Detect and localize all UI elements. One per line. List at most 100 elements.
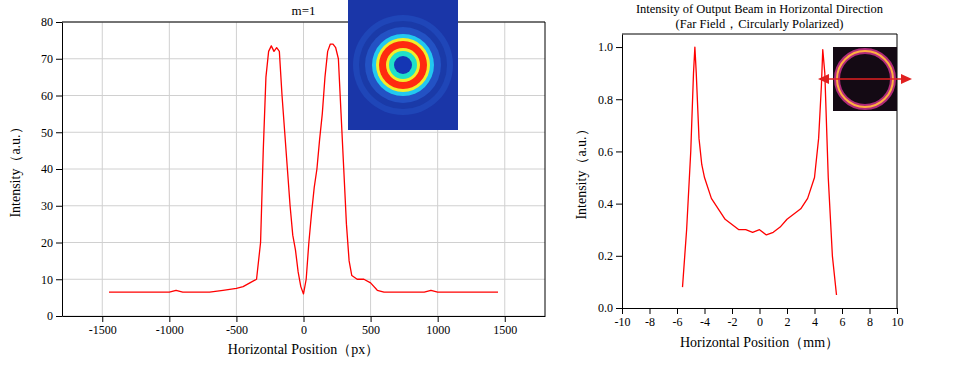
- y-tick: 80: [41, 15, 62, 29]
- x-tick-label: 0: [301, 323, 307, 337]
- y-tick-mark: [616, 47, 622, 48]
- y-tick-mark: [56, 243, 62, 244]
- y-axis: 0 10 20 30 40 50 60 70 80: [41, 15, 63, 323]
- x-tick: 2: [785, 308, 791, 329]
- x-tick-mark: [897, 308, 898, 314]
- y-tick-mark: [616, 256, 622, 257]
- y-tick: 60: [41, 89, 62, 103]
- x-tick: 6: [840, 308, 846, 329]
- x-tick-label: -1000: [156, 323, 184, 337]
- data-line: [683, 47, 837, 295]
- grid-line-y: [62, 279, 545, 280]
- y-tick-label: 20: [41, 236, 53, 250]
- inset-ring: [365, 27, 441, 103]
- x-tick-label: -8: [645, 315, 655, 329]
- y-tick-mark: [56, 22, 62, 23]
- inset-arrowhead: [818, 74, 829, 84]
- inset-arrow: [826, 78, 904, 80]
- grid-line-y: [62, 95, 545, 96]
- x-tick-mark: [760, 308, 761, 314]
- inset-ring: [379, 41, 427, 89]
- inset-image: [818, 47, 912, 111]
- y-tick-mark: [56, 206, 62, 207]
- x-tick-mark: [102, 316, 103, 322]
- y-tick: 40: [41, 162, 62, 176]
- y-axis-line: [622, 35, 623, 309]
- x-tick: -8: [645, 308, 655, 329]
- x-tick-mark: [438, 316, 439, 322]
- x-tick-mark: [304, 316, 305, 322]
- x-tick-mark: [870, 308, 871, 314]
- y-tick: 0.4: [598, 197, 622, 211]
- x-tick: 1500: [493, 316, 517, 337]
- y-axis: 0.0 0.2 0.4 0.6 0.8 1.0: [598, 35, 623, 316]
- y-tick-mark: [616, 204, 622, 205]
- chart-subtitle: (Far Field，Circularly Polarized): [676, 17, 844, 31]
- x-tick: -500: [226, 316, 248, 337]
- x-tick-mark: [371, 316, 372, 322]
- x-tick-label: -4: [700, 315, 710, 329]
- y-tick: 0.6: [598, 145, 622, 159]
- y-tick-label: 80: [41, 15, 53, 29]
- y-tick-label: 50: [41, 126, 53, 140]
- y-tick-label: 0.0: [598, 301, 613, 315]
- y-tick: 0.0: [598, 301, 622, 315]
- x-tick-mark: [677, 308, 678, 314]
- y-axis-line: [62, 23, 63, 317]
- x-tick: 4: [812, 308, 818, 329]
- y-tick-label: 70: [41, 52, 53, 66]
- x-tick-label: -1500: [89, 323, 117, 337]
- frame-top: [622, 34, 897, 35]
- inset-arrowhead: [901, 74, 912, 84]
- x-tick: 0: [301, 316, 307, 337]
- y-tick-label: 10: [41, 273, 53, 287]
- x-tick: 8: [867, 308, 873, 329]
- x-axis-title: Horizontal Position（px）: [228, 342, 379, 357]
- figure: -1500 -1000 -500 0 500 10 0 0 1500 0 10 20 30 40 50 60 7…: [0, 0, 964, 373]
- x-tick: -4: [700, 308, 710, 329]
- x-tick-label: 6: [840, 315, 846, 329]
- y-tick: 30: [41, 199, 62, 213]
- y-tick-mark: [56, 96, 62, 97]
- x-tick: 500: [362, 316, 380, 337]
- x-tick-mark: [842, 308, 843, 314]
- x-tick: 10: [892, 308, 904, 329]
- chart-title: m=1: [292, 3, 316, 18]
- x-tick-mark: [650, 308, 651, 314]
- plot-area: [683, 47, 837, 295]
- y-tick: 0.8: [598, 93, 622, 107]
- y-tick: 0.2: [598, 249, 622, 263]
- y-tick: 70: [41, 52, 62, 66]
- x-tick-label: 0: [757, 315, 763, 329]
- chart-0: -1500-1000-50005001000150001020304050607…: [8, 3, 546, 357]
- x-tick-label: -10: [615, 315, 631, 329]
- frame-top: [62, 22, 545, 23]
- y-tick: 0: [47, 309, 62, 323]
- grid-line-y: [62, 132, 545, 133]
- y-tick: 1.0: [598, 40, 622, 54]
- y-tick-label: 0.4: [598, 197, 613, 211]
- y-tick-label: 0.2: [598, 249, 613, 263]
- grid: [62, 22, 545, 316]
- x-tick-mark: [169, 316, 170, 322]
- x-tick: -2: [728, 308, 738, 329]
- frame-right: [545, 22, 546, 316]
- x-tick-mark: [505, 316, 506, 322]
- inset-background: [348, 0, 458, 130]
- x-tick-mark: [236, 316, 237, 322]
- y-axis-title: Intensity（a.u.）: [8, 120, 23, 217]
- inset-ring: [353, 15, 453, 115]
- x-tick: 0: [757, 308, 763, 329]
- grid-line-y: [62, 169, 545, 170]
- inset-ring: [386, 48, 420, 82]
- grid-line-y: [62, 22, 545, 23]
- inset-ring: [389, 51, 417, 79]
- x-tick-label: -6: [673, 315, 683, 329]
- y-tick-mark: [616, 308, 622, 309]
- y-tick-label: 1.0: [598, 40, 613, 54]
- x-axis-title: Horizontal Position（mm）: [680, 335, 839, 350]
- grid-line-y: [62, 242, 545, 243]
- inset-ring: [359, 21, 447, 109]
- y-tick-mark: [616, 99, 622, 100]
- x-tick-label: 1500: [493, 323, 517, 337]
